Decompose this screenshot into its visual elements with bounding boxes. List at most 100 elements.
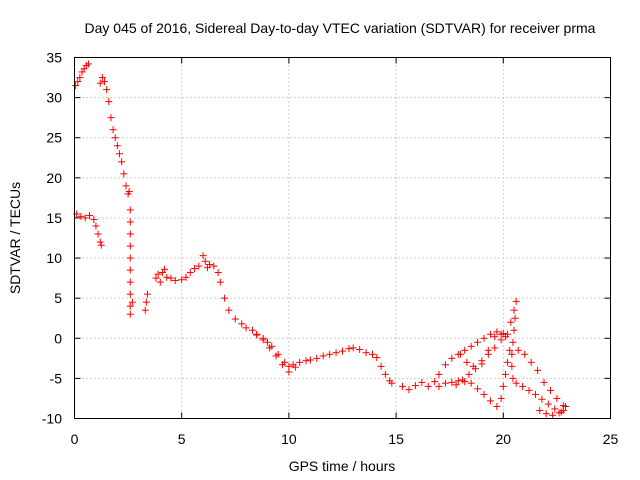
data-point xyxy=(461,346,469,354)
data-point xyxy=(109,126,117,134)
data-point xyxy=(171,277,179,285)
data-point xyxy=(225,306,233,314)
data-point xyxy=(491,344,499,352)
data-point xyxy=(544,400,552,408)
data-point xyxy=(542,410,550,418)
data-point xyxy=(195,262,203,270)
data-point xyxy=(319,352,327,360)
data-point xyxy=(101,78,109,86)
y-tick-label: 0 xyxy=(54,330,62,346)
data-point xyxy=(486,330,494,338)
data-point xyxy=(128,298,136,306)
data-point xyxy=(540,378,548,386)
data-point xyxy=(167,274,175,282)
gridlines xyxy=(74,57,611,419)
data-point xyxy=(512,379,520,387)
data-point xyxy=(551,405,559,413)
data-point xyxy=(142,298,150,306)
data-point xyxy=(499,382,507,390)
data-point xyxy=(191,264,199,272)
data-point xyxy=(452,381,460,389)
data-point xyxy=(435,370,443,378)
data-point xyxy=(163,273,171,281)
data-point xyxy=(512,297,520,305)
data-point xyxy=(525,386,533,394)
y-tick-label: 20 xyxy=(46,170,62,186)
data-point xyxy=(431,378,439,386)
data-point xyxy=(278,361,286,369)
data-point xyxy=(405,386,413,394)
data-point xyxy=(549,411,557,419)
data-point xyxy=(302,357,310,365)
y-axis-label: SDTVAR / TECUs xyxy=(7,182,23,294)
x-tick-label: 20 xyxy=(496,431,512,447)
data-point xyxy=(76,74,84,82)
x-tick-label: 0 xyxy=(71,431,79,447)
data-point xyxy=(126,242,134,250)
data-point xyxy=(120,170,128,178)
data-point xyxy=(497,394,505,402)
data-point xyxy=(377,362,385,370)
data-point xyxy=(103,86,111,94)
data-point xyxy=(72,82,80,90)
data-point xyxy=(491,333,499,341)
y-tick-label: 35 xyxy=(46,50,62,66)
data-point xyxy=(418,378,426,386)
data-point xyxy=(362,349,370,357)
data-point xyxy=(441,361,449,369)
data-point xyxy=(441,379,449,387)
data-point xyxy=(474,338,482,346)
data-point xyxy=(454,377,462,385)
data-point xyxy=(448,378,456,386)
data-point xyxy=(519,382,527,390)
data-point xyxy=(506,346,514,354)
data-point xyxy=(221,294,229,302)
data-point xyxy=(514,346,522,354)
data-point xyxy=(156,278,164,286)
data-point xyxy=(474,385,482,393)
data-point xyxy=(107,114,115,122)
y-tick-label: 15 xyxy=(46,210,62,226)
data-point xyxy=(531,390,539,398)
x-axis-label: GPS time / hours xyxy=(289,458,396,474)
data-point xyxy=(509,338,517,346)
data-point xyxy=(259,336,267,344)
data-point xyxy=(86,212,94,220)
data-point xyxy=(214,268,222,276)
data-point xyxy=(345,345,353,353)
data-point xyxy=(536,406,544,414)
data-point xyxy=(81,214,89,222)
data-point xyxy=(527,358,535,366)
data-point xyxy=(508,350,516,358)
data-point xyxy=(74,78,82,86)
data-point xyxy=(435,382,443,390)
data-point xyxy=(448,354,456,362)
data-point xyxy=(126,278,134,286)
data-point xyxy=(306,356,314,364)
data-point xyxy=(356,346,364,354)
data-point xyxy=(497,336,505,344)
plot-frame xyxy=(74,57,611,419)
data-point xyxy=(553,394,561,402)
data-point xyxy=(98,74,106,82)
data-point xyxy=(285,368,293,376)
data-point xyxy=(84,60,92,68)
data-point xyxy=(555,409,563,417)
data-point xyxy=(478,357,486,365)
data-point xyxy=(126,230,134,238)
data-point xyxy=(178,276,186,284)
data-point xyxy=(186,268,194,276)
data-point xyxy=(266,344,274,352)
data-point xyxy=(111,134,119,142)
data-point xyxy=(126,290,134,298)
data-point xyxy=(511,314,519,322)
data-point xyxy=(456,350,464,358)
data-point xyxy=(113,142,121,150)
data-point xyxy=(96,238,104,246)
y-tick-label: 25 xyxy=(46,130,62,146)
data-point xyxy=(507,318,515,326)
data-point xyxy=(463,358,471,366)
data-point xyxy=(97,241,105,249)
data-point xyxy=(484,350,492,358)
